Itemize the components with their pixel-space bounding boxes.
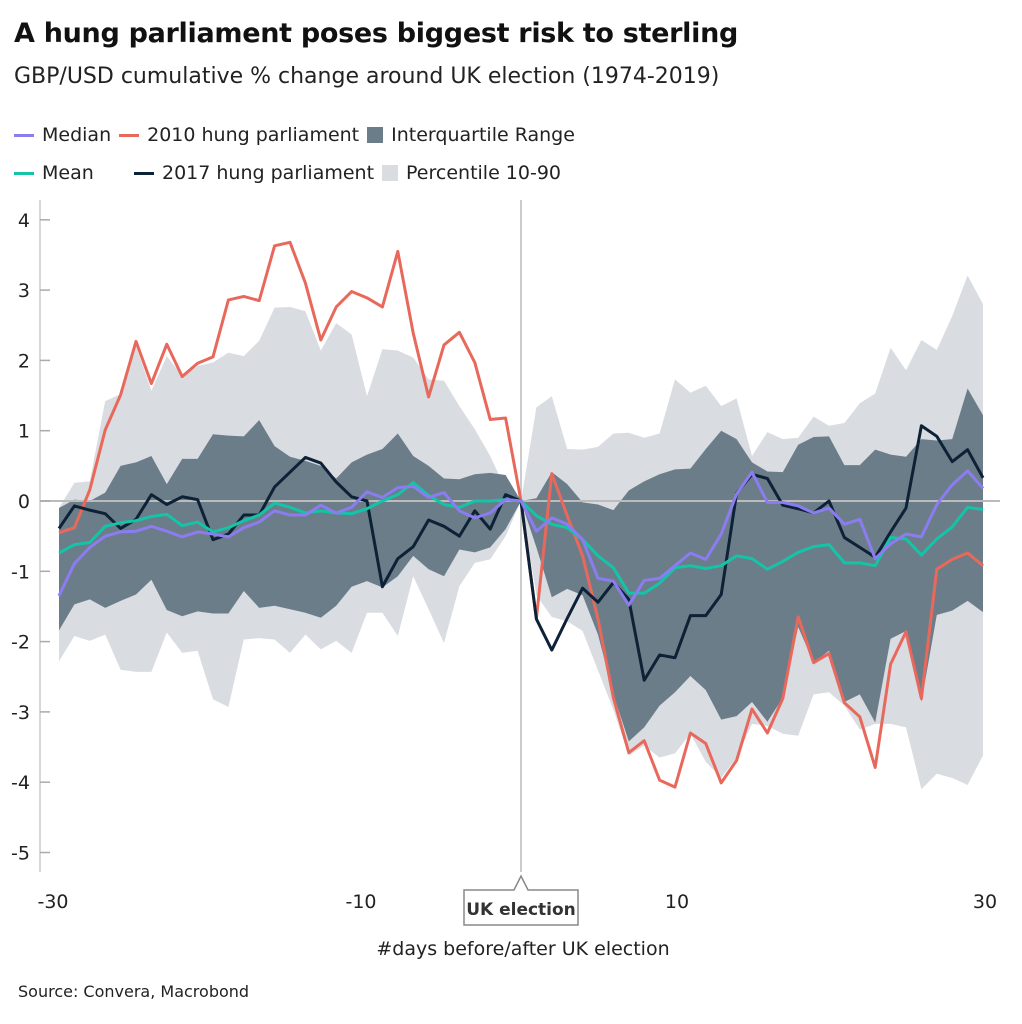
y-tick-label: -4 (11, 772, 30, 794)
series-line-median (57, 469, 985, 607)
legend-swatch-median (14, 133, 34, 137)
y-tick-label: -2 (11, 632, 30, 654)
election-annotation: UK election (463, 874, 579, 926)
y-tick-label: -5 (11, 843, 30, 865)
chart-subtitle: GBP/USD cumulative % change around UK el… (14, 64, 720, 89)
x-tick-label: -10 (345, 891, 376, 913)
x-tick-label: 30 (973, 891, 997, 913)
source-note: Source: Convera, Macrobond (18, 982, 250, 1001)
band-iqr (59, 388, 983, 742)
y-tick-label: 1 (18, 421, 30, 443)
legend-item-2017: 2017 hung parliament (134, 162, 374, 184)
legend-item-median: Median (14, 124, 111, 146)
legend-swatch-2010 (119, 133, 140, 137)
legend-label: Interquartile Range (391, 124, 575, 146)
legend-swatch-2017 (134, 171, 154, 175)
y-tick-label: 2 (18, 350, 30, 372)
annotation-box (463, 874, 579, 926)
x-tick-label: -30 (37, 891, 68, 913)
x-axis-label: #days before/after UK election (376, 938, 670, 960)
legend: Median 2010 hung parliament Interquartil… (14, 116, 583, 192)
legend-item-p1090: Percentile 10-90 (382, 162, 561, 184)
legend-label: 2017 hung parliament (162, 162, 375, 184)
legend-label: Mean (42, 162, 94, 184)
y-tick-label: 0 (18, 491, 30, 513)
legend-swatch-mean (14, 171, 34, 175)
y-tick-label: -3 (11, 702, 30, 724)
legend-item-mean: Mean (14, 162, 126, 184)
y-tick-label: 3 (18, 280, 30, 302)
y-tick-label: 4 (18, 210, 30, 232)
x-tick-label: 10 (665, 891, 689, 913)
annotation-label: UK election (466, 900, 576, 920)
legend-item-iqr: Interquartile Range (367, 124, 575, 146)
legend-label: Median (42, 124, 112, 146)
legend-label: Percentile 10-90 (406, 162, 562, 184)
legend-label: 2010 hung parliament (147, 124, 360, 146)
chart-title: A hung parliament poses biggest risk to … (14, 18, 739, 49)
legend-item-2010: 2010 hung parliament (119, 124, 359, 146)
y-tick-label: -1 (11, 561, 30, 583)
legend-swatch-iqr (367, 127, 384, 143)
legend-swatch-p1090 (382, 165, 399, 181)
